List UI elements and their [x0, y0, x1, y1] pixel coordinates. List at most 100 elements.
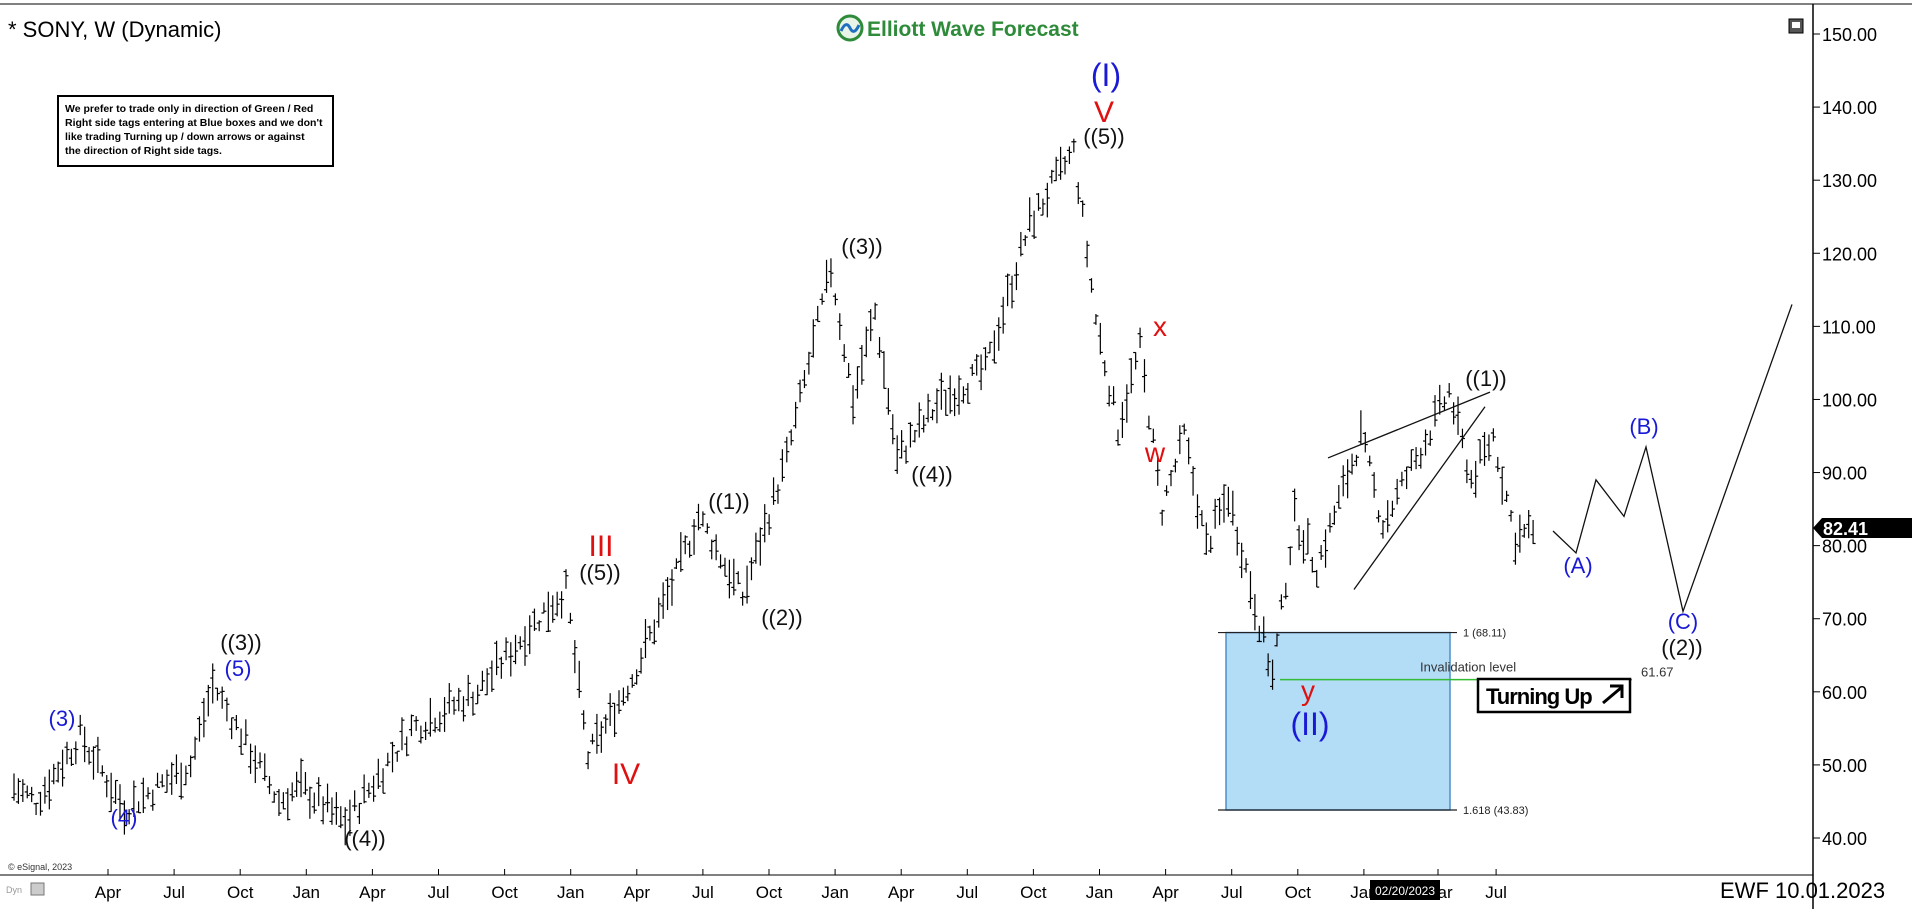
ohlc-bar — [1027, 197, 1033, 232]
x-tick-label: Apr — [359, 883, 386, 902]
ohlc-bar — [46, 769, 52, 810]
ohlc-bar — [810, 319, 816, 358]
ohlc-bar — [1441, 396, 1447, 411]
ohlc-bar — [695, 503, 701, 531]
ohlc-bar — [1102, 360, 1108, 377]
ohlc-bar — [1385, 500, 1391, 533]
ohlc-bar — [1199, 510, 1205, 527]
ohlc-bar — [77, 714, 83, 736]
ohlc-bar — [1423, 429, 1429, 456]
ohlc-bar — [907, 422, 913, 448]
ohlc-bar — [210, 663, 216, 704]
ohlc-bar — [793, 401, 799, 429]
wave-label: (4) — [111, 805, 138, 830]
ohlc-bar — [1389, 500, 1395, 517]
ohlc-bar — [669, 569, 675, 606]
ohlc-bar — [1482, 432, 1488, 466]
ohlc-bar — [73, 741, 79, 765]
ohlc-bar — [1005, 273, 1011, 307]
ohlc-bar — [1418, 447, 1424, 469]
ohlc-bar — [64, 741, 70, 765]
ohlc-bar — [243, 719, 249, 746]
ohlc-bar — [522, 626, 528, 666]
ohlc-bar — [1336, 485, 1342, 509]
wave-label: ((3)) — [220, 630, 262, 655]
ohlc-bar — [1278, 594, 1284, 610]
ohlc-bar — [1133, 351, 1139, 370]
x-tick-label: Oct — [1020, 883, 1047, 902]
ohlc-bar — [678, 532, 684, 572]
wave-label: ((1)) — [1465, 366, 1507, 391]
ohlc-bar — [356, 802, 362, 825]
ohlc-bar — [1261, 616, 1267, 643]
corner-icon[interactable] — [30, 882, 45, 896]
ohlc-bar — [846, 362, 852, 378]
ohlc-bar — [1150, 428, 1156, 444]
ohlc-bar — [576, 660, 582, 698]
ohlc-bar — [554, 591, 560, 617]
ohlc-bar — [1181, 423, 1187, 435]
ohlc-bar — [183, 765, 189, 786]
ohlc-bar — [1380, 519, 1386, 539]
ohlc-bar — [442, 697, 448, 732]
ohlc-bar — [1036, 193, 1042, 211]
ohlc-bar — [479, 670, 485, 691]
ohlc-bar — [86, 747, 92, 765]
wave-label: ((1)) — [708, 489, 750, 514]
ohlc-bar — [517, 636, 523, 650]
ohlc-bar — [1486, 434, 1492, 461]
ohlc-bar — [612, 702, 618, 738]
ohlc-bar — [585, 751, 591, 770]
ohlc-bar — [819, 293, 825, 305]
copyright-text: © eSignal, 2023 — [8, 862, 72, 872]
last-price-tag — [1813, 518, 1912, 539]
ohlc-bar — [375, 758, 381, 789]
ohlc-bar — [298, 758, 304, 798]
wave-label: (B) — [1629, 414, 1658, 439]
ohlc-bar — [408, 714, 414, 737]
ohlc-bar — [665, 577, 671, 611]
ohlc-bar — [1247, 571, 1253, 609]
ohlc-bar — [634, 669, 640, 685]
x-tick-label: Jan — [557, 883, 584, 902]
fib-level-label: 1 (68.11) — [1463, 628, 1506, 640]
ohlc-bar — [1318, 545, 1324, 560]
x-tick-label: Jan — [293, 883, 320, 902]
ohlc-bar — [1437, 384, 1443, 415]
ohlc-bar — [33, 802, 39, 816]
ohlc-bar — [289, 782, 295, 802]
ohlc-bar — [399, 717, 405, 751]
ohlc-bar — [498, 656, 504, 679]
ohlc-bar — [841, 344, 847, 362]
ohlc-bar — [1239, 542, 1245, 579]
ohlc-bar — [82, 726, 88, 763]
ohlc-bar — [446, 683, 452, 714]
crosshair-date-label: 02/20/2023 — [1375, 884, 1435, 898]
ohlc-bar — [316, 777, 322, 807]
ohlc-bar — [541, 602, 547, 614]
fib-level-label: 1.618 (43.83) — [1463, 805, 1528, 817]
ohlc-bar — [333, 792, 339, 825]
ohlc-bar — [224, 697, 230, 722]
x-tick-label: Jul — [428, 883, 450, 902]
ohlc-bar — [68, 748, 74, 766]
ohlc-bar — [233, 714, 239, 731]
ohlc-bar — [625, 685, 631, 702]
ohlc-bar — [806, 351, 812, 375]
ohlc-bar — [1499, 466, 1505, 505]
ohlc-bar — [1066, 146, 1072, 165]
ohlc-bar — [1464, 459, 1470, 484]
blue-box-zone — [1225, 631, 1451, 811]
ohlc-bar — [460, 696, 466, 722]
ohlc-bar — [1287, 546, 1293, 566]
ohlc-bar — [1265, 653, 1271, 677]
ohlc-bar — [709, 539, 715, 560]
ohlc-bar — [1146, 415, 1152, 430]
ohlc-bar — [894, 435, 900, 474]
ohlc-bar — [960, 386, 966, 404]
y-tick-label: 80.00 — [1822, 537, 1867, 557]
ohlc-bar — [1031, 210, 1037, 239]
wave-label: ((5)) — [579, 560, 621, 585]
